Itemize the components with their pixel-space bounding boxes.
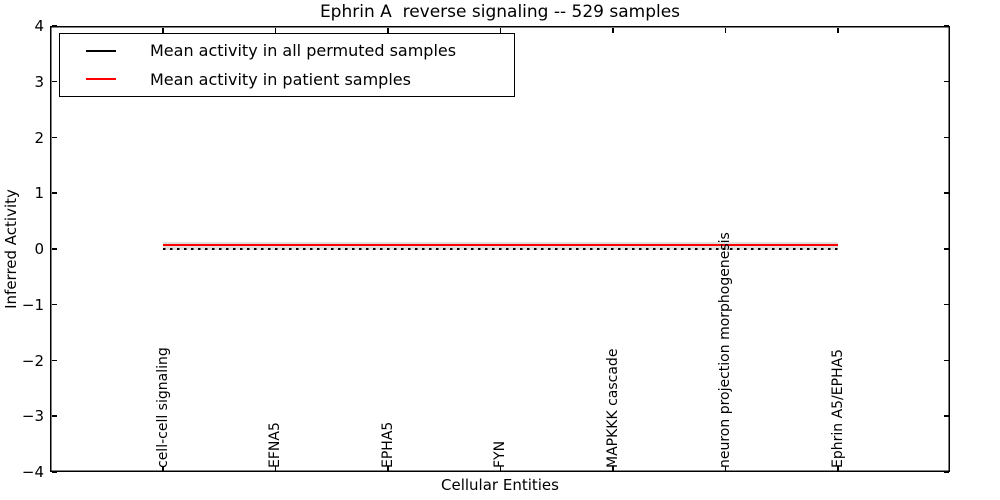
x-tick-top (387, 27, 389, 33)
x-tick-bottom (837, 465, 839, 471)
y-tick-right (943, 25, 949, 27)
legend-label-patient: Mean activity in patient samples (150, 69, 411, 89)
y-tick-left (51, 359, 57, 362)
y-tick-left (51, 471, 57, 473)
legend: Mean activity in all permuted samples Me… (59, 33, 515, 97)
plot-area: cell-cell signaling EFNA5 EPHA5 FYN MAPKKK c… (50, 25, 950, 473)
y-axis-label-wrap: Inferred Activity (0, 26, 22, 472)
y-tick-label: −2 (21, 351, 44, 370)
x-tick-bottom (387, 465, 389, 471)
x-tick-top (499, 27, 502, 33)
y-tick-label: 3 (34, 72, 44, 91)
y-tick-right (943, 415, 949, 417)
x-tick-label: neuron projection morphogenesis (717, 232, 733, 468)
x-tick-top (724, 27, 727, 33)
x-tick-bottom (612, 465, 614, 471)
x-tick-top (837, 27, 839, 33)
y-tick-right (943, 80, 949, 83)
y-tick-label: 1 (34, 184, 44, 203)
y-tick-left (51, 192, 57, 194)
x-tick-top (274, 27, 277, 33)
x-axis-label: Cellular Entities (441, 476, 559, 494)
y-tick-left (51, 25, 57, 27)
permuted-line-swatch (86, 49, 116, 52)
legend-row-patient: Mean activity in patient samples (60, 65, 514, 93)
x-tick-bottom (499, 465, 502, 471)
y-tick-label: 0 (34, 240, 44, 258)
y-tick-label: 2 (34, 128, 44, 147)
permuted-mean-line (163, 247, 838, 250)
y-tick-right (943, 471, 949, 473)
y-tick-left (51, 80, 57, 83)
y-tick-right (943, 359, 949, 362)
x-tick-bottom (162, 465, 164, 471)
x-tick-label: EFNA5 (267, 422, 283, 468)
y-tick-left (51, 136, 57, 139)
y-tick-right (943, 192, 949, 194)
y-tick-right (943, 303, 949, 306)
x-tick-bottom (274, 465, 277, 471)
y-tick-left (51, 248, 57, 250)
x-tick-label: EPHA5 (379, 421, 396, 468)
x-tick-top (612, 27, 614, 33)
y-axis-label: Inferred Activity (2, 189, 21, 309)
y-tick-left (51, 415, 57, 417)
patient-mean-line (163, 243, 838, 246)
x-tick-label: MAPKKK cascade (604, 348, 621, 468)
y-tick-right (943, 136, 949, 139)
x-tick-top (162, 27, 164, 33)
x-tick-label: Ephrin A5/EPHA5 (829, 348, 846, 468)
chart-title: Ephrin A reverse signaling -- 529 sample… (319, 2, 681, 22)
y-tick-left (51, 303, 57, 306)
x-tick-bottom (724, 465, 727, 471)
y-tick-right (943, 248, 949, 250)
y-tick-label: −3 (21, 407, 44, 426)
y-tick-label: 4 (34, 17, 44, 35)
legend-row-permuted: Mean activity in all permuted samples (60, 37, 514, 65)
x-tick-label: FYN (492, 440, 508, 468)
legend-label-permuted: Mean activity in all permuted samples (150, 41, 457, 61)
patient-line-swatch (86, 78, 116, 81)
x-tick-label: cell-cell signaling (154, 347, 171, 468)
y-tick-label: −1 (21, 295, 44, 314)
permuted-range-band (163, 242, 838, 251)
y-tick-label: −4 (21, 463, 44, 481)
